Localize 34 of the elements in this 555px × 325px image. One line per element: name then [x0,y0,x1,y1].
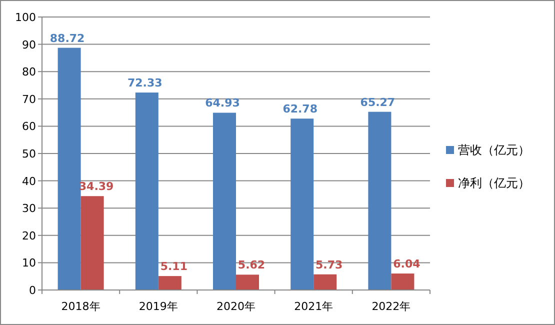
x-tick-label: 2021年 [294,300,334,313]
data-label: 88.72 [50,32,85,45]
x-tick-label: 2022年 [372,300,411,313]
bar [368,112,392,290]
data-label: 65.27 [360,96,396,109]
bar [58,48,81,290]
legend-label: 营收（亿元） [458,143,530,157]
x-tick-label: 2019年 [138,300,178,313]
y-tick-label: 60 [22,120,36,134]
y-tick-label: 30 [22,202,36,216]
y-tick-label: 40 [22,174,36,188]
bar [391,274,414,290]
bar [135,92,158,290]
data-label: 64.93 [205,96,240,110]
legend-label: 净利（亿元） [458,176,530,190]
bar [290,118,314,290]
y-tick-label: 100 [15,11,36,24]
y-tick-label: 70 [22,92,36,106]
data-label: 62.78 [282,102,318,116]
y-tick-label: 80 [22,66,36,79]
x-tick-label: 2020年 [216,300,256,313]
bar [236,274,259,290]
y-tick-label: 10 [22,256,36,270]
bar [80,196,104,290]
y-tick-label: 50 [22,148,36,160]
data-label: 72.33 [128,76,162,90]
bar [213,112,236,290]
data-label: 5.11 [160,260,188,274]
y-tick-label: 90 [22,38,36,52]
x-tick-label: 2018年 [61,300,100,313]
bar [314,274,337,290]
y-tick-label: 20 [22,229,36,242]
y-tick-label: 0 [29,284,36,297]
bar [158,276,182,290]
